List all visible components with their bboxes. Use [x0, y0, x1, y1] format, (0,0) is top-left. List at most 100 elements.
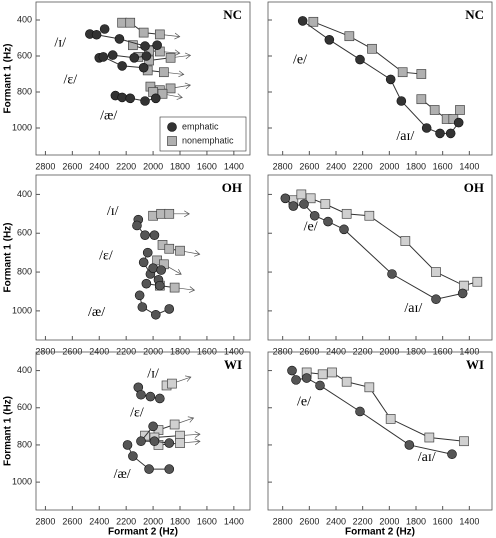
emphatic-point	[107, 50, 118, 60]
vowel-label: /aɪ/	[396, 129, 414, 144]
x-tick-label: 2000	[143, 516, 163, 526]
emphatic-point	[355, 54, 365, 65]
nonemphatic-point	[296, 189, 307, 200]
emphatic-point	[288, 201, 299, 211]
emphatic-point	[435, 128, 445, 139]
arrow-head	[187, 416, 195, 423]
x-tick-label: 2600	[62, 516, 82, 526]
emphatic-point	[387, 269, 397, 279]
nonemphatic-point	[128, 40, 138, 51]
x-tick-label: 2400	[89, 161, 109, 171]
nonemphatic-point	[154, 29, 165, 40]
emphatic-point	[447, 449, 457, 460]
emphatic-point	[150, 309, 161, 320]
x-tick-label: 1400	[459, 346, 479, 356]
y-axis-title: Formant 1 (Hz)	[3, 396, 14, 466]
y-tick-label: 400	[17, 14, 32, 24]
y-tick-label: 600	[17, 228, 32, 238]
nonemphatic-point	[341, 376, 352, 387]
emphatic-point	[140, 96, 150, 106]
emphatic-point	[149, 436, 160, 447]
nonemphatic-point	[157, 88, 168, 99]
emphatic-point	[136, 389, 146, 400]
nonemphatic-point	[169, 419, 180, 430]
x-tick-label: 1400	[224, 161, 244, 171]
nonemphatic-point	[159, 67, 169, 78]
x-tick-label: 2600	[299, 346, 319, 356]
vowel-label: /ɛ/	[63, 73, 77, 88]
x-axis-title: Formant 2 (Hz)	[108, 527, 178, 538]
emphatic-point	[136, 436, 146, 447]
x-tick-label: 1600	[433, 516, 453, 526]
arrow-head	[194, 431, 201, 438]
x-tick-label: 2800	[273, 161, 293, 171]
nonemphatic-point	[167, 378, 177, 389]
vowel-label: /æ/	[88, 305, 105, 320]
panel-label: NC	[223, 7, 242, 22]
nonemphatic-point	[317, 369, 328, 380]
x-tick-label: 2400	[89, 346, 109, 356]
emphatic-point	[301, 373, 312, 383]
emphatic-point	[445, 128, 456, 139]
arrow-head	[194, 438, 201, 446]
x-tick-label: 2000	[379, 346, 399, 356]
x-tick-label: 2200	[353, 346, 373, 356]
emphatic-point	[431, 294, 441, 305]
x-tick-label: 1800	[406, 161, 426, 171]
panel-label: WI	[224, 357, 242, 372]
panel-label: OH	[222, 180, 242, 195]
x-tick-label: 2600	[299, 516, 319, 526]
x-tick-label: 2800	[35, 161, 55, 171]
arrow-head	[178, 70, 185, 78]
nonemphatic-point	[138, 27, 149, 38]
emphatic-point	[148, 263, 158, 273]
vowel-label: /aɪ/	[418, 450, 436, 465]
x-tick-label: 2400	[326, 346, 346, 356]
nonemphatic-point	[472, 276, 483, 287]
x-tick-label: 2600	[62, 161, 82, 171]
emphatic-point	[287, 365, 297, 376]
nonemphatic-point	[165, 52, 176, 63]
nonemphatic-point	[424, 432, 435, 443]
x-tick-label: 2200	[116, 516, 136, 526]
nonemphatic-point	[308, 16, 319, 27]
legend-label: emphatic	[182, 121, 219, 131]
nonemphatic-point	[341, 208, 352, 219]
emphatic-point	[98, 52, 109, 62]
nonemphatic-point	[320, 199, 331, 209]
y-tick-label: 600	[17, 50, 32, 60]
emphatic-point	[309, 210, 320, 221]
emphatic-point	[138, 257, 149, 268]
nonemphatic-point	[385, 414, 396, 424]
nonemphatic-point	[459, 280, 469, 291]
y-tick-label: 400	[17, 365, 32, 375]
emphatic-point	[129, 52, 140, 63]
arrow-head	[184, 52, 192, 60]
trajectory	[139, 295, 170, 316]
panel-frame	[267, 174, 493, 341]
emphatic-point	[324, 34, 335, 45]
x-tick-label: 1600	[197, 346, 217, 356]
emphatic-point	[385, 74, 396, 85]
emphatic-point	[339, 224, 349, 235]
vowel-label: /e/	[297, 394, 311, 409]
emphatic-point	[138, 62, 149, 73]
emphatic-point	[315, 380, 325, 391]
x-tick-label: 1600	[197, 161, 217, 171]
x-tick-label: 2600	[62, 346, 82, 356]
nonemphatic-point	[364, 210, 375, 221]
panel-frame	[35, 1, 251, 156]
vowel-label: /æ/	[114, 467, 131, 482]
arrow-head	[175, 269, 182, 275]
x-tick-label: 1800	[170, 161, 190, 171]
emphatic-point	[142, 247, 153, 258]
x-tick-label: 2200	[116, 161, 136, 171]
nonemphatic-point	[367, 43, 377, 54]
panel-label: NC	[465, 7, 484, 22]
x-tick-label: 2800	[273, 346, 293, 356]
emphatic-point	[99, 24, 110, 34]
emphatic-point	[355, 406, 365, 417]
emphatic-point	[128, 451, 138, 461]
vowel-label: /æ/	[100, 109, 117, 124]
emphatic-point	[291, 375, 301, 385]
